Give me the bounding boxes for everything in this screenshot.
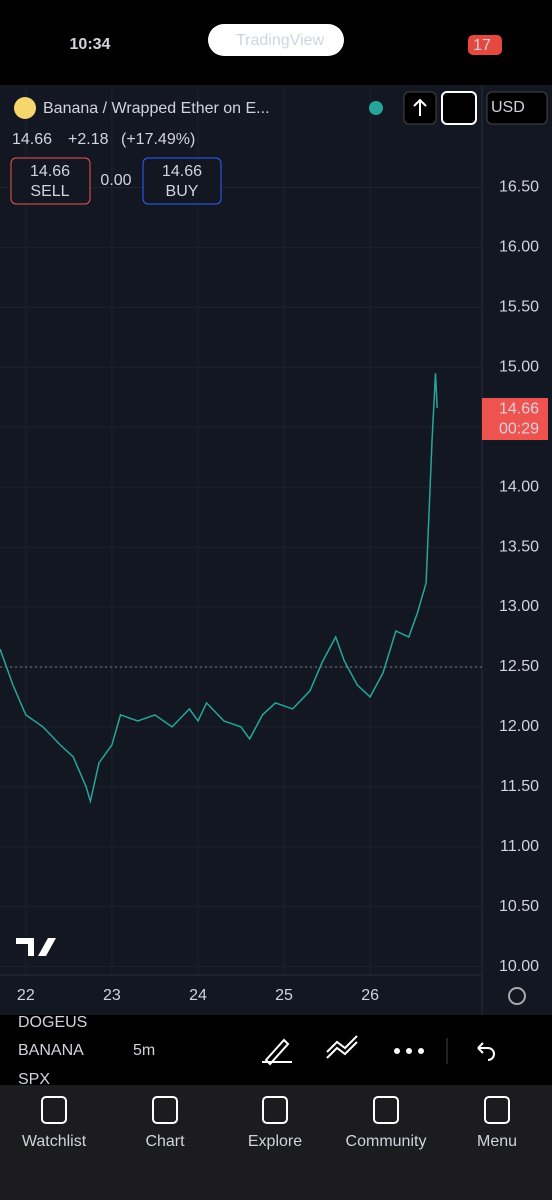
y-tick-label: 13.00 [499,598,539,615]
tab[interactable]: Watchlist [22,1096,87,1150]
tab-bar [0,1085,552,1200]
last-price-label: 14.66 [499,400,539,417]
tab[interactable]: Chart [145,1096,185,1150]
more-tool[interactable] [394,1048,424,1054]
x-tick-label: 23 [103,987,121,1004]
battery-level: 17 [473,37,491,54]
symbol-icon [14,97,36,119]
market-status [369,101,383,115]
y-tick-label: 11.50 [500,778,539,795]
tab-icon [373,1096,399,1124]
draw-tool[interactable] [262,1038,292,1066]
last-price: 14.66 [12,131,52,148]
y-tick-label: 12.00 [499,718,539,735]
last-price-badge [482,398,548,441]
prev-symbol: DOGEUS [18,1014,87,1031]
y-tick-label: 15.50 [499,299,539,316]
sell-button[interactable] [10,157,91,205]
indicators-tool[interactable] [326,1035,358,1059]
app-name: TradingView [236,32,324,49]
y-tick-label: 12.50 [499,658,539,675]
price-line [0,373,438,805]
tab-icon [41,1096,67,1124]
app-pill [208,24,344,56]
y-tick-label: 16.00 [499,239,539,256]
tab-icon [262,1096,288,1124]
countdown: 00:29 [499,420,539,437]
tab-label: Watchlist [22,1133,87,1150]
x-tick-label: 24 [189,987,207,1004]
fullscreen-button[interactable] [441,91,477,125]
sell-label: SELL [30,183,69,200]
x-tick-label: 26 [361,987,379,1004]
buy-button[interactable] [142,157,222,205]
tab-label: Explore [248,1133,302,1150]
symbol-button[interactable]: BANANA [18,1042,84,1059]
symbol-title[interactable]: Banana / Wrapped Ether on E... [43,100,270,117]
y-tick-label: 13.50 [499,538,539,555]
currency: USD [491,99,525,116]
tab[interactable]: Explore [248,1096,302,1150]
battery [468,35,502,55]
tab[interactable]: Menu [477,1096,517,1150]
x-tick-label: 22 [17,987,35,1004]
y-tick-label: 11.00 [500,838,539,855]
tab-icon [152,1096,178,1124]
share-icon [413,98,427,116]
tabs: Watchlist Chart Explore Community Menu [22,1096,517,1150]
y-tick-label: 10.50 [499,898,539,915]
tv-logo [16,938,56,956]
buy-price: 14.66 [162,163,202,180]
tab-label: Community [346,1133,427,1150]
x-tick-label: 25 [275,987,293,1004]
y-tick-label: 15.00 [499,359,539,376]
clock: 10:34 [70,36,111,53]
undo-tool[interactable] [477,1042,495,1061]
tab-label: Menu [477,1133,517,1150]
tab[interactable]: Community [346,1096,427,1150]
tab-icon [484,1096,510,1124]
chart-panel [0,85,552,1015]
currency-button[interactable] [486,91,548,125]
tab-label: Chart [145,1133,185,1150]
price-change: +2.18 [68,131,109,148]
plot [0,88,482,975]
y-tick-label: 16.50 [499,179,539,196]
settings-icon[interactable] [508,987,526,1005]
spread: 0.00 [100,172,131,189]
y-tick-label: 14.00 [499,478,539,495]
sell-price: 14.66 [30,163,70,180]
price-change-pct: (+17.49%) [121,131,195,148]
buy-label: BUY [166,183,199,200]
y-tick-label: 10.00 [499,958,539,975]
next-symbol: SPX [18,1071,50,1088]
interval-button[interactable]: 5m [133,1042,155,1059]
